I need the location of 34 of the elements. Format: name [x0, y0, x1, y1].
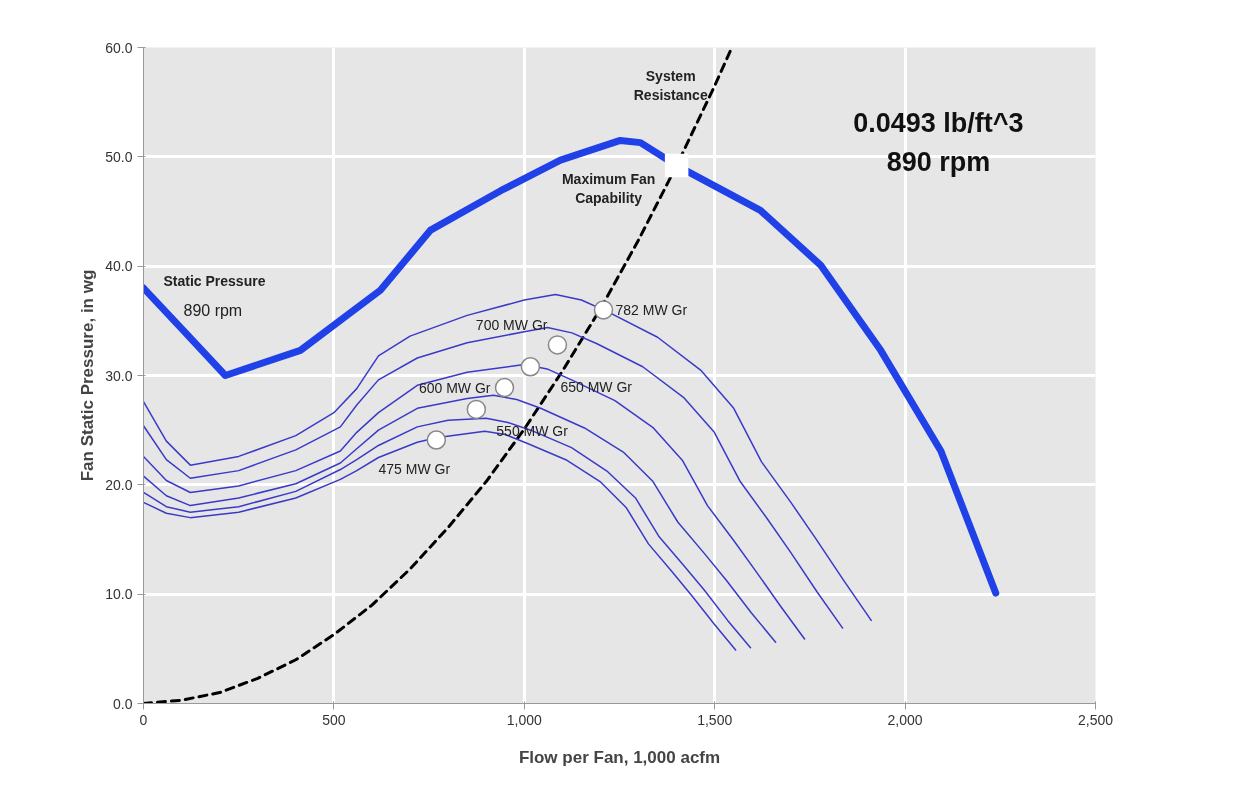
x-tick-label: 0 [139, 711, 148, 728]
annotation: 700 MW Gr [475, 316, 548, 333]
line-series [143, 293, 872, 622]
y-tick-label: 50.0 [105, 148, 133, 165]
point [547, 335, 568, 355]
annotation: 0.0493 lb/ft^3 [853, 107, 1024, 138]
annotation: 475 MW Gr [378, 461, 451, 478]
point [426, 430, 447, 450]
y-tick-label: 20.0 [105, 476, 133, 493]
point [520, 357, 541, 377]
point [466, 399, 487, 420]
annotation: Static Pressure [163, 273, 266, 290]
x-axis-title: Flow per Fan, 1,000 acfm [518, 747, 721, 767]
x-tick-label: 500 [322, 711, 346, 728]
annotation: Maximum Fan Capability [561, 170, 656, 207]
x-tick-label: 2,500 [1077, 711, 1114, 728]
y-axis-title: Fan Static Pressure, in wg [78, 269, 98, 482]
y-tick-label: 30.0 [105, 367, 133, 384]
annotation: 600 MW Gr [418, 379, 491, 396]
y-tick-label: 10.0 [105, 586, 133, 603]
y-tick-label: 60.0 [105, 39, 133, 56]
annotation: 890 rpm [886, 147, 991, 178]
annotation: System Resistance [633, 68, 708, 104]
annotation: 890 rpm [183, 301, 243, 319]
point [494, 377, 515, 398]
x-tick-label: 1,500 [697, 711, 733, 728]
point [593, 300, 614, 320]
annotation: 650 MW Gr [560, 378, 633, 395]
y-tick-label: 40.0 [105, 258, 133, 275]
x-tick-label: 1,000 [506, 711, 543, 728]
point [664, 153, 689, 178]
y-tick-label: 0.0 [113, 695, 133, 712]
x-tick-label: 2,000 [887, 711, 923, 728]
annotation: 782 MW Gr [615, 301, 688, 318]
